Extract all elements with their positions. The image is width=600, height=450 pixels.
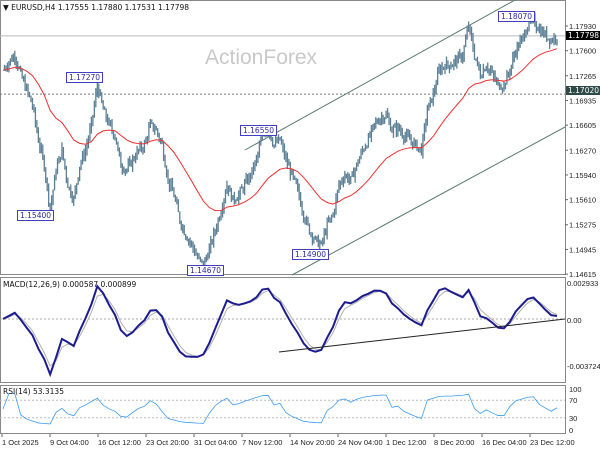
rsi-line	[2, 393, 558, 425]
main-panel-frame	[0, 0, 566, 275]
time-tick-label: 1 Oct 2025	[2, 438, 39, 447]
watermark: ActionForex	[205, 46, 318, 69]
rsi-tick-label: 30	[569, 414, 577, 423]
level-price-tag: 1.17020	[566, 86, 600, 95]
current-price-tag: 1.17798	[566, 31, 600, 40]
ohlc-values: 1.17555 1.17880 1.17531 1.17798	[57, 3, 190, 12]
price-tick-label: 1.16935	[569, 96, 596, 105]
time-tick-label: 23 Dec 12:00	[530, 438, 575, 447]
time-tick-label: 14 Nov 20:00	[290, 438, 335, 447]
time-tick-label: 23 Oct 20:00	[146, 438, 189, 447]
symbol-label: EURUSD,H4	[11, 3, 56, 12]
time-tick-label: 16 Dec 04:00	[482, 438, 527, 447]
annotation-high: 1.16550	[240, 125, 278, 136]
rsi-tick-label: 0	[569, 426, 573, 435]
time-tick-label: 9 Oct 04:00	[50, 438, 89, 447]
macd-tick-label: 0.00	[567, 316, 582, 325]
macd-label: MACD(12,26,9) 0.000587 0.000899	[3, 280, 137, 289]
price-tick-label: 1.17600	[569, 47, 596, 56]
time-tick-label: 24 Nov 04:00	[338, 438, 383, 447]
price-tick-label: 1.17265	[569, 72, 596, 81]
chart-header: ▼ EURUSD,H4 1.17555 1.17880 1.17531 1.17…	[3, 3, 189, 12]
price-tick-label: 1.14615	[569, 270, 596, 279]
annotation-low: 1.15400	[17, 210, 55, 221]
price-tick-label: 1.15275	[569, 221, 596, 230]
annotation-low: 1.14900	[292, 249, 330, 260]
rsi-tick-label: 70	[569, 396, 577, 405]
price-bars	[3, 11, 558, 270]
macd-tick-label: -0.003724	[567, 362, 600, 371]
macd-trendline	[278, 318, 566, 353]
price-tick-label: 1.15610	[569, 196, 596, 205]
rsi-panel-frame	[0, 385, 566, 434]
moving-average-line	[2, 48, 558, 212]
price-tick-label: 1.16270	[569, 146, 596, 155]
time-tick-label: 31 Oct 04:00	[194, 438, 237, 447]
channel-upper-line	[244, 0, 516, 151]
macd-line	[2, 284, 558, 378]
rsi-tick-label: 100	[569, 385, 582, 394]
time-tick-label: 7 Nov 12:00	[242, 438, 282, 447]
channel-lower-line	[291, 126, 566, 276]
annotation-high: 1.18070	[498, 11, 536, 22]
annotation-low: 1.14670	[187, 265, 225, 276]
macd-tick-label: 0.002933	[567, 279, 598, 288]
time-tick-label: 1 Dec 12:00	[386, 438, 426, 447]
rsi-label: RSI(14) 53.3135	[3, 387, 64, 396]
price-tick-label: 1.16605	[569, 121, 596, 130]
price-tick-label: 1.15940	[569, 171, 596, 180]
price-tick-label: 1.17930	[569, 22, 596, 31]
time-tick-label: 16 Oct 12:00	[98, 438, 141, 447]
time-tick-label: 8 Dec 20:00	[434, 438, 474, 447]
macd-panel-frame	[0, 277, 566, 383]
collapse-triangle-icon[interactable]: ▼	[3, 3, 9, 12]
annotation-high: 1.17270	[66, 72, 104, 83]
price-tick-label: 1.14945	[569, 245, 596, 254]
